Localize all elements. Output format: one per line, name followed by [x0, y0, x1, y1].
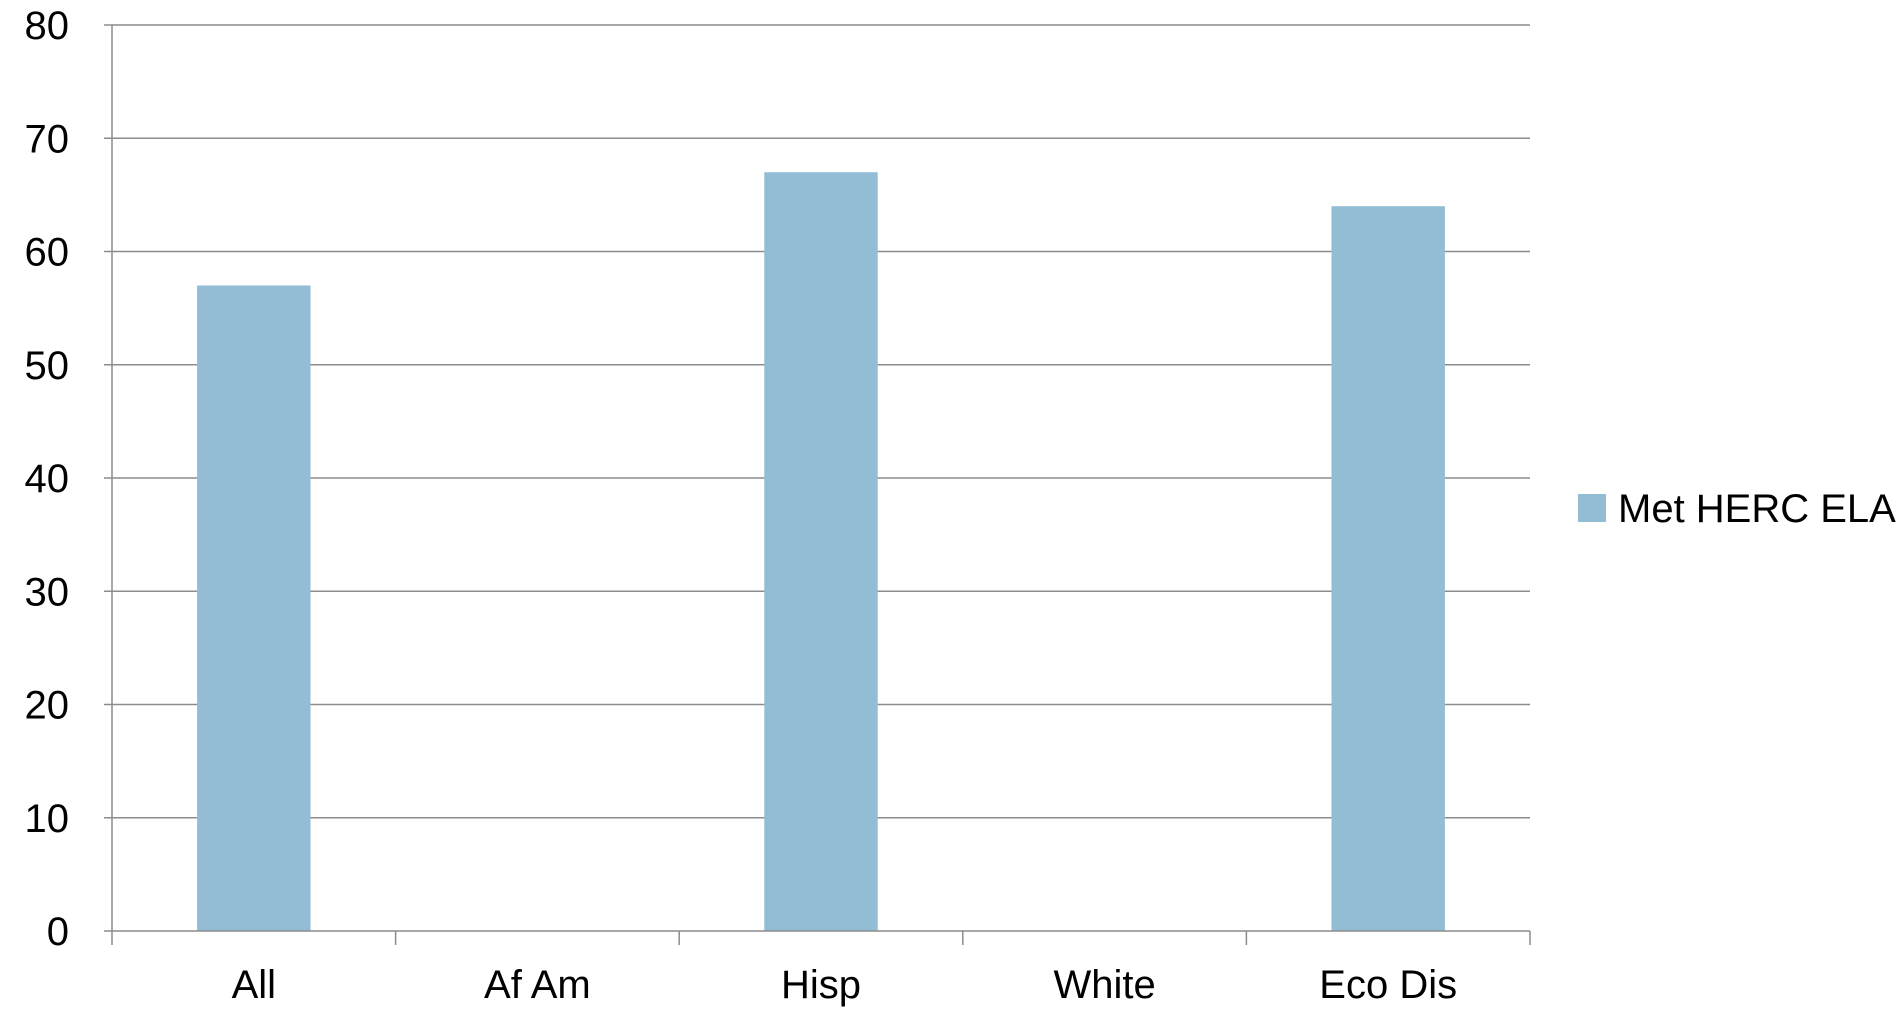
legend: Met HERC ELA [1578, 487, 1896, 531]
axes [104, 24, 1531, 945]
y-tick-label: 70 [25, 117, 70, 161]
y-tick-label: 10 [25, 797, 70, 841]
y-tick-label: 20 [25, 684, 70, 728]
bars [197, 172, 1445, 932]
y-tick-label: 80 [25, 4, 70, 48]
x-tick-label: Eco Dis [1319, 963, 1457, 1007]
y-tick-label: 40 [25, 457, 70, 501]
y-tick-labels: 0 10 20 30 40 50 60 70 80 [25, 4, 70, 954]
x-tick-label: Af Am [484, 963, 591, 1007]
y-tick-label: 0 [47, 910, 69, 954]
x-tick-labels: All Af Am Hisp White Eco Dis [232, 963, 1458, 1007]
bar-all [197, 285, 311, 932]
bar-hisp [764, 172, 878, 932]
y-tick-label: 30 [25, 570, 70, 614]
x-tick-label: Hisp [781, 963, 861, 1007]
bar-eco-dis [1331, 206, 1445, 931]
x-tick-label: All [232, 963, 276, 1007]
y-tick-label: 50 [25, 344, 70, 388]
x-tick-label: White [1053, 963, 1155, 1007]
legend-label: Met HERC ELA [1618, 487, 1896, 531]
y-tick-label: 60 [25, 231, 70, 275]
legend-swatch [1578, 494, 1606, 522]
